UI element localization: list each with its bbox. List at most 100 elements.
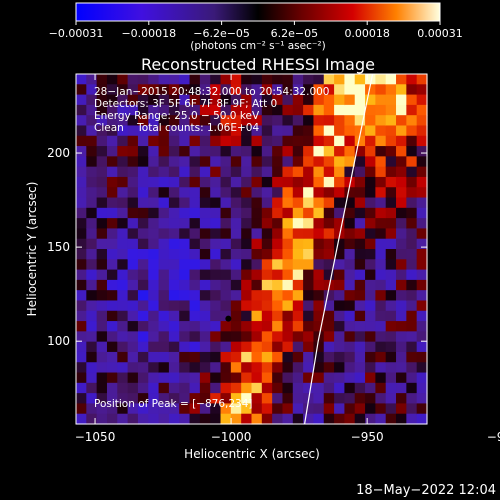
heatmap-cell <box>168 94 180 106</box>
heatmap-cell <box>292 207 304 219</box>
heatmap-cell <box>127 382 139 394</box>
heatmap-cell <box>210 279 222 291</box>
heatmap-cell <box>416 351 428 363</box>
heatmap-cell <box>168 176 180 188</box>
heatmap-cell <box>282 351 294 363</box>
heatmap-cell <box>127 218 139 230</box>
annotation-energy-range: Energy Range: 25.0 − 50.0 keV <box>94 110 260 122</box>
heatmap-cell <box>76 207 87 219</box>
heatmap-cell <box>158 290 170 302</box>
heatmap-cell <box>292 403 304 415</box>
heatmap-cell <box>334 74 346 85</box>
heatmap-cell <box>96 362 108 374</box>
heatmap-cell <box>313 207 325 219</box>
heatmap-cell <box>96 125 108 137</box>
heatmap-cell <box>96 156 108 168</box>
heatmap-cell <box>179 166 191 178</box>
heatmap-cell <box>406 300 418 312</box>
heatmap-cell <box>220 187 232 199</box>
heatmap-cell <box>230 84 242 96</box>
heatmap-cell <box>344 341 356 353</box>
heatmap-cell <box>365 115 376 127</box>
heatmap-cell <box>241 393 253 405</box>
heatmap-cell <box>230 187 242 199</box>
heatmap-cell <box>148 94 160 106</box>
heatmap-cell <box>168 115 180 127</box>
heatmap-cell <box>148 269 160 281</box>
heatmap-cell <box>261 341 273 353</box>
heatmap-cell <box>365 74 376 85</box>
heatmap-cell <box>199 74 211 85</box>
heatmap-cell <box>406 382 418 394</box>
heatmap-cell <box>303 269 315 281</box>
heatmap-cell <box>230 94 242 106</box>
heatmap-cell <box>86 74 98 85</box>
heatmap-cell <box>148 341 160 353</box>
heatmap-cell <box>354 146 366 157</box>
heatmap-cell <box>158 166 170 178</box>
heatmap-cell <box>396 393 407 405</box>
heatmap-cell <box>199 259 211 271</box>
heatmap-cell <box>137 228 149 240</box>
heatmap-cell <box>334 207 346 219</box>
heatmap-cell <box>416 331 428 343</box>
heatmap-cell <box>344 300 356 312</box>
heatmap-cell <box>354 104 366 116</box>
heatmap-cell <box>96 310 108 322</box>
heatmap-cell <box>96 300 108 312</box>
heatmap-cell <box>137 279 149 291</box>
heatmap-cell <box>230 382 242 394</box>
heatmap-cell <box>313 279 325 291</box>
heatmap-cell <box>365 413 376 425</box>
heatmap-cell <box>344 290 356 302</box>
heatmap-cell <box>148 351 160 363</box>
heatmap-cell <box>385 135 397 147</box>
heatmap-cell <box>220 176 232 188</box>
heatmap-cell <box>241 403 253 415</box>
heatmap-cell <box>344 166 356 178</box>
heatmap-cell <box>251 228 263 240</box>
heatmap-cell <box>230 290 242 302</box>
heatmap-cell <box>189 238 201 250</box>
heatmap-cell <box>385 238 397 250</box>
heatmap-cell <box>416 197 428 209</box>
heatmap-cell <box>106 321 118 332</box>
heatmap-cell <box>251 176 263 188</box>
heatmap-cell <box>416 166 428 178</box>
heatmap-cell <box>210 176 222 188</box>
heatmap-cell <box>96 413 108 425</box>
heatmap-cell <box>189 321 201 332</box>
heatmap-cell <box>334 362 346 374</box>
heatmap-cell <box>354 228 366 240</box>
heatmap-cell <box>292 393 304 405</box>
heatmap-cell <box>127 74 139 85</box>
heatmap-cell <box>168 403 180 415</box>
heatmap-cell <box>189 135 201 147</box>
heatmap-cell <box>117 207 129 219</box>
heatmap-cell <box>210 228 222 240</box>
heatmap-cell <box>261 74 273 85</box>
heatmap-cell <box>282 146 294 157</box>
heatmap-cell <box>106 331 118 343</box>
heatmap-cell <box>292 135 304 147</box>
heatmap-cell <box>303 156 315 168</box>
heatmap-cell <box>261 362 273 374</box>
heatmap-cell <box>313 372 325 384</box>
heatmap-cell <box>334 403 346 415</box>
heatmap-cell <box>334 115 346 127</box>
heatmap-cell <box>406 125 418 137</box>
heatmap-cell <box>344 249 356 260</box>
heatmap-cell <box>230 413 242 425</box>
heatmap-cell <box>106 115 118 127</box>
heatmap-cell <box>354 84 366 96</box>
heatmap-cell <box>106 269 118 281</box>
heatmap-cell <box>76 393 87 405</box>
heatmap-cell <box>148 156 160 168</box>
heatmap-cell <box>334 382 346 394</box>
heatmap-cell <box>117 166 129 178</box>
heatmap-cell <box>334 249 346 260</box>
heatmap-cell <box>210 382 222 394</box>
heatmap-cell <box>86 156 98 168</box>
heatmap-cell <box>344 279 356 291</box>
heatmap-cell <box>127 115 139 127</box>
